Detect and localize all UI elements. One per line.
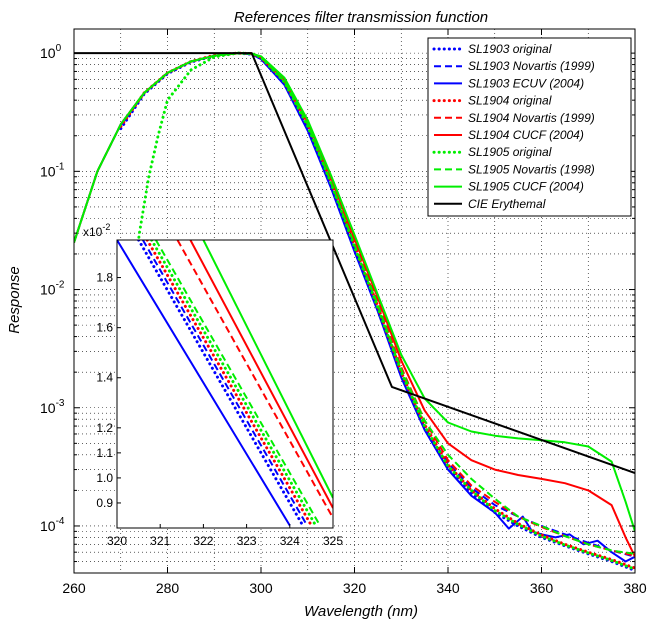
inset-x-tick-label: 323 <box>237 534 257 548</box>
legend-label-5: SL1904 CUCF (2004) <box>468 128 584 142</box>
series-line-9 <box>74 52 635 475</box>
y-tick-label: 10-1 <box>40 161 65 179</box>
inset-y-tick-label: 1.0 <box>96 471 113 485</box>
inset-series-line-8 <box>202 240 333 499</box>
y-tick-label: 10-4 <box>40 516 65 534</box>
x-tick-label: 340 <box>436 580 460 596</box>
x-tick-label: 320 <box>343 580 367 596</box>
inset-multiplier: x10-2 <box>83 222 110 239</box>
inset-y-tick-label: 1.8 <box>96 271 113 285</box>
series-line-8 <box>74 52 635 532</box>
legend-label-0: SL1903 original <box>468 42 552 56</box>
inset-y-tick-label: 1.2 <box>96 421 113 435</box>
legend-label-8: SL1905 CUCF (2004) <box>468 180 584 194</box>
inset-y-tick-label: 1.1 <box>96 446 113 460</box>
inset-series-line-3 <box>145 240 313 527</box>
inset-x-tick-label: 322 <box>193 534 213 548</box>
inset-x-tick-label: 321 <box>150 534 170 548</box>
axes: 260 280 300 320 340 360 380 100 10-1 10-2 10-3 10-4 <box>40 28 647 596</box>
chart-title: References filter transmission function <box>234 9 488 26</box>
legend-label-9: CIE Erythemal <box>468 197 546 211</box>
grid <box>74 29 635 573</box>
inset-series-line-6 <box>176 240 333 519</box>
x-tick-label: 360 <box>530 580 554 596</box>
inset-x-tick-label: 324 <box>280 534 300 548</box>
x-axis-label: Wavelength (nm) <box>304 603 418 620</box>
x-tick-label: 300 <box>249 580 273 596</box>
x-tick-label: 380 <box>623 580 647 596</box>
y-axis-label: Response <box>6 266 23 334</box>
inset-y-tick-label: 0.9 <box>96 496 113 510</box>
x-tick-label: 280 <box>156 580 180 596</box>
inset-series-line-4 <box>150 240 318 527</box>
inset-border <box>116 239 334 529</box>
legend-label-2: SL1903 ECUV (2004) <box>468 76 584 90</box>
legend-label-3: SL1904 original <box>468 94 552 108</box>
legend-label-6: SL1905 original <box>468 145 552 159</box>
legend-label-1: SL1903 Novartis (1999) <box>468 59 595 73</box>
y-tick-label: 100 <box>40 43 62 61</box>
series-layer <box>74 51 635 572</box>
legend-label-7: SL1905 Novartis (1998) <box>468 162 595 176</box>
inset-plot: 320 321 322 323 324 325 0.9 1.0 1.1 1.2 1.4 1.6 1.8 x… <box>83 222 343 548</box>
inset-y-tick-label: 1.6 <box>96 321 113 335</box>
inset-series-line-1 <box>137 240 305 527</box>
inset-series-line-7 <box>189 240 333 509</box>
y-tick-label: 10-3 <box>40 398 65 416</box>
legend: SL1903 original SL1903 Novartis (1999) SL1… <box>427 37 632 217</box>
legend-label-4: SL1904 Novartis (1999) <box>468 111 595 125</box>
inset-x-tick-label: 325 <box>323 534 343 548</box>
x-tick-label: 260 <box>62 580 86 596</box>
inset-y-tick-label: 1.4 <box>96 371 113 385</box>
inset-series-line-0 <box>117 240 291 527</box>
inset-x-tick-label: 320 <box>107 534 127 548</box>
y-tick-label: 10-2 <box>40 280 65 298</box>
